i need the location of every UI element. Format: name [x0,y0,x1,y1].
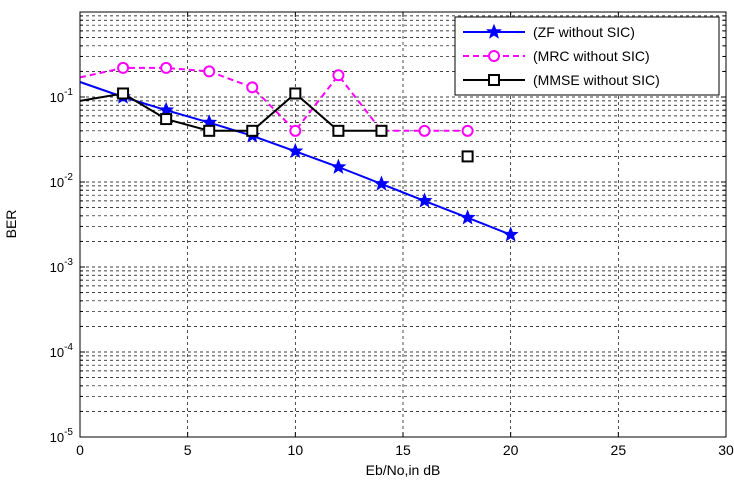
legend-label: (MRC without SIC) [533,48,650,64]
legend-label: (ZF without SIC) [533,24,635,40]
circle-marker [488,50,500,62]
circle-marker [461,124,474,137]
square-marker [117,87,130,100]
square-marker [332,124,345,137]
x-tick-label: 10 [288,442,304,458]
star-marker [373,175,390,191]
y-tick-label: 10-5 [50,427,74,445]
series-square [79,87,474,163]
star-marker [486,23,502,39]
square-marker [488,74,500,86]
star-marker [330,158,347,174]
square-marker [203,124,216,137]
star-marker [416,192,433,208]
square-marker [289,87,302,100]
x-tick-label: 20 [503,442,519,458]
x-tick-label: 0 [76,442,84,458]
square-marker [375,124,388,137]
series-line [79,66,468,133]
legend: (ZF without SIC) (MRC without SIC) (MMSE w… [454,16,720,96]
x-tick-label: 15 [395,442,411,458]
y-tick-label: 10-4 [50,342,74,360]
y-tick-label: 10-2 [50,172,74,190]
y-tick-label: 10-3 [50,257,74,275]
star-marker [459,209,476,225]
grid [80,12,726,437]
x-tick-label: 25 [611,442,627,458]
circle-marker [203,65,216,78]
y-axis-label: BER [3,210,19,239]
star-marker [287,142,304,159]
square-marker [461,150,474,163]
x-tick-label: 5 [184,442,192,458]
star-marker [502,226,519,242]
circle-marker [289,124,302,137]
square-marker [160,113,173,126]
series-line [79,92,382,132]
series-group [79,61,519,242]
x-tick-label: 30 [718,442,734,458]
x-axis-label: Eb/No,in dB [366,462,441,478]
circle-marker [332,69,345,82]
series-circle [79,61,474,137]
circle-marker [160,61,173,74]
legend-label: (MMSE without SIC) [533,72,660,88]
square-marker [246,124,259,137]
ticks: 0 5 10 15 20 25 30 10-5 10-4 10-3 10-2 10-1 [50,12,734,458]
circle-marker [117,61,130,74]
circle-marker [418,124,431,137]
circle-marker [246,81,259,94]
y-tick-label: 10-1 [50,87,74,105]
